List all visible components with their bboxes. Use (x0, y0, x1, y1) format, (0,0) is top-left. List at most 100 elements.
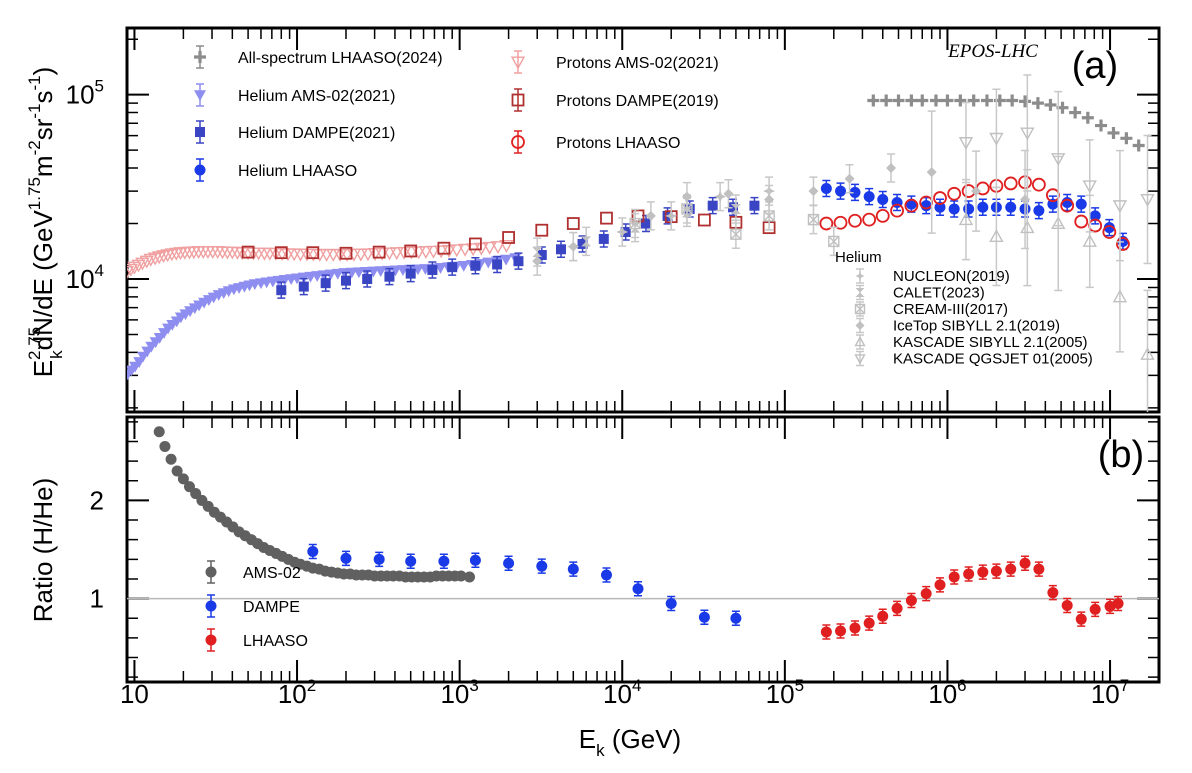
data-point (535, 223, 549, 237)
data-point (698, 611, 710, 623)
helium-legend-item: KASCADE QGSJET 01(2005) (854, 351, 1093, 368)
data-point (967, 94, 980, 107)
data-point (127, 265, 135, 279)
data-point (418, 246, 434, 259)
data-point (723, 188, 734, 199)
data-point (993, 94, 1006, 107)
data-point (934, 579, 946, 591)
data-point (437, 241, 451, 255)
legend-label: DAMPE (243, 599, 300, 616)
data-point (131, 259, 146, 273)
data-point (464, 571, 476, 583)
data-point (1075, 198, 1087, 210)
data-point (665, 209, 678, 222)
data-point (707, 200, 718, 211)
data-point (384, 271, 395, 282)
model-annotation: EPOS-LHC (947, 41, 1038, 62)
data-point (730, 228, 742, 240)
data-point (958, 212, 974, 226)
data-point (438, 555, 450, 567)
data-point (1069, 106, 1082, 119)
x-tick-label: 104 (603, 676, 641, 709)
legend-label: Helium LHAASO (238, 163, 357, 180)
data-point (339, 246, 353, 260)
legend-label: LHAASO (243, 633, 308, 650)
data-point (1020, 194, 1031, 205)
data-point (360, 248, 376, 262)
legend-marker (194, 164, 206, 176)
data-point (457, 260, 470, 272)
legend-error-bar (514, 130, 522, 154)
error-bar (1054, 90, 1063, 227)
data-point (159, 440, 171, 452)
data-point (977, 201, 989, 213)
data-point (963, 203, 975, 215)
data-point (933, 191, 947, 205)
legend-marker (194, 51, 206, 63)
data-point (469, 554, 481, 566)
data-point (482, 257, 495, 269)
data-point (1047, 587, 1059, 599)
data-point (449, 244, 464, 258)
data-point (665, 597, 677, 609)
data-point (434, 263, 447, 274)
data-point (567, 563, 579, 575)
data-point (326, 248, 341, 262)
x-tick-label: 102 (278, 676, 316, 709)
data-point (1020, 220, 1035, 234)
data-point (1033, 205, 1045, 217)
data-point (568, 241, 579, 252)
data-point (1112, 200, 1128, 214)
data-point (1051, 216, 1066, 230)
legend-item: Helium LHAASO (194, 158, 357, 182)
data-point (1060, 198, 1075, 213)
panel-b-axes: 10 102 103 104 105 106 107 1 2 (90, 417, 1160, 709)
data-point (880, 94, 893, 107)
data-point (165, 453, 177, 465)
data-point (312, 248, 327, 262)
legend-marker (854, 303, 866, 315)
data-point (820, 182, 832, 194)
panel-b-marks (153, 426, 1124, 640)
legend-marker (511, 93, 525, 107)
error-bar (1115, 149, 1124, 262)
legend-marker (855, 271, 865, 281)
legend-label: Protons DAMPE(2019) (556, 93, 719, 110)
helium-legend-title: Helium (835, 249, 882, 266)
data-point (890, 203, 904, 218)
data-point (947, 186, 962, 201)
data-point (886, 163, 897, 174)
data-point (1033, 563, 1045, 575)
data-point (353, 248, 369, 262)
data-point (1061, 599, 1073, 611)
data-point (1095, 119, 1108, 132)
panel-a-ylabel: E2.75 kdN/dE (GeV1.75m-2sr-1s-1) (25, 67, 66, 378)
data-point (681, 191, 692, 202)
data-point (632, 583, 644, 595)
data-point (396, 265, 409, 276)
data-point (581, 236, 592, 247)
data-point (447, 262, 458, 273)
data-point (905, 94, 918, 107)
data-point (904, 198, 919, 213)
data-point (298, 281, 309, 292)
data-point (863, 191, 875, 203)
data-point (867, 94, 880, 107)
legend-item: AMS-02 (205, 560, 301, 584)
data-point (490, 241, 506, 255)
data-point (577, 238, 588, 249)
data-point (948, 571, 960, 583)
helium-legend-item: KASCADE SIBYLL 2.1(2005) (854, 334, 1088, 351)
legend-marker (855, 321, 865, 330)
data-point (948, 203, 960, 215)
data-point (153, 426, 165, 438)
data-point (372, 245, 386, 259)
data-point (382, 247, 397, 261)
data-point (482, 241, 497, 255)
data-point (503, 557, 515, 569)
x-tick-label: 106 (928, 676, 966, 709)
data-point (1081, 111, 1094, 124)
data-point (1006, 94, 1019, 107)
data-point (470, 260, 481, 271)
legend-item: Protons LHAASO (511, 130, 681, 154)
